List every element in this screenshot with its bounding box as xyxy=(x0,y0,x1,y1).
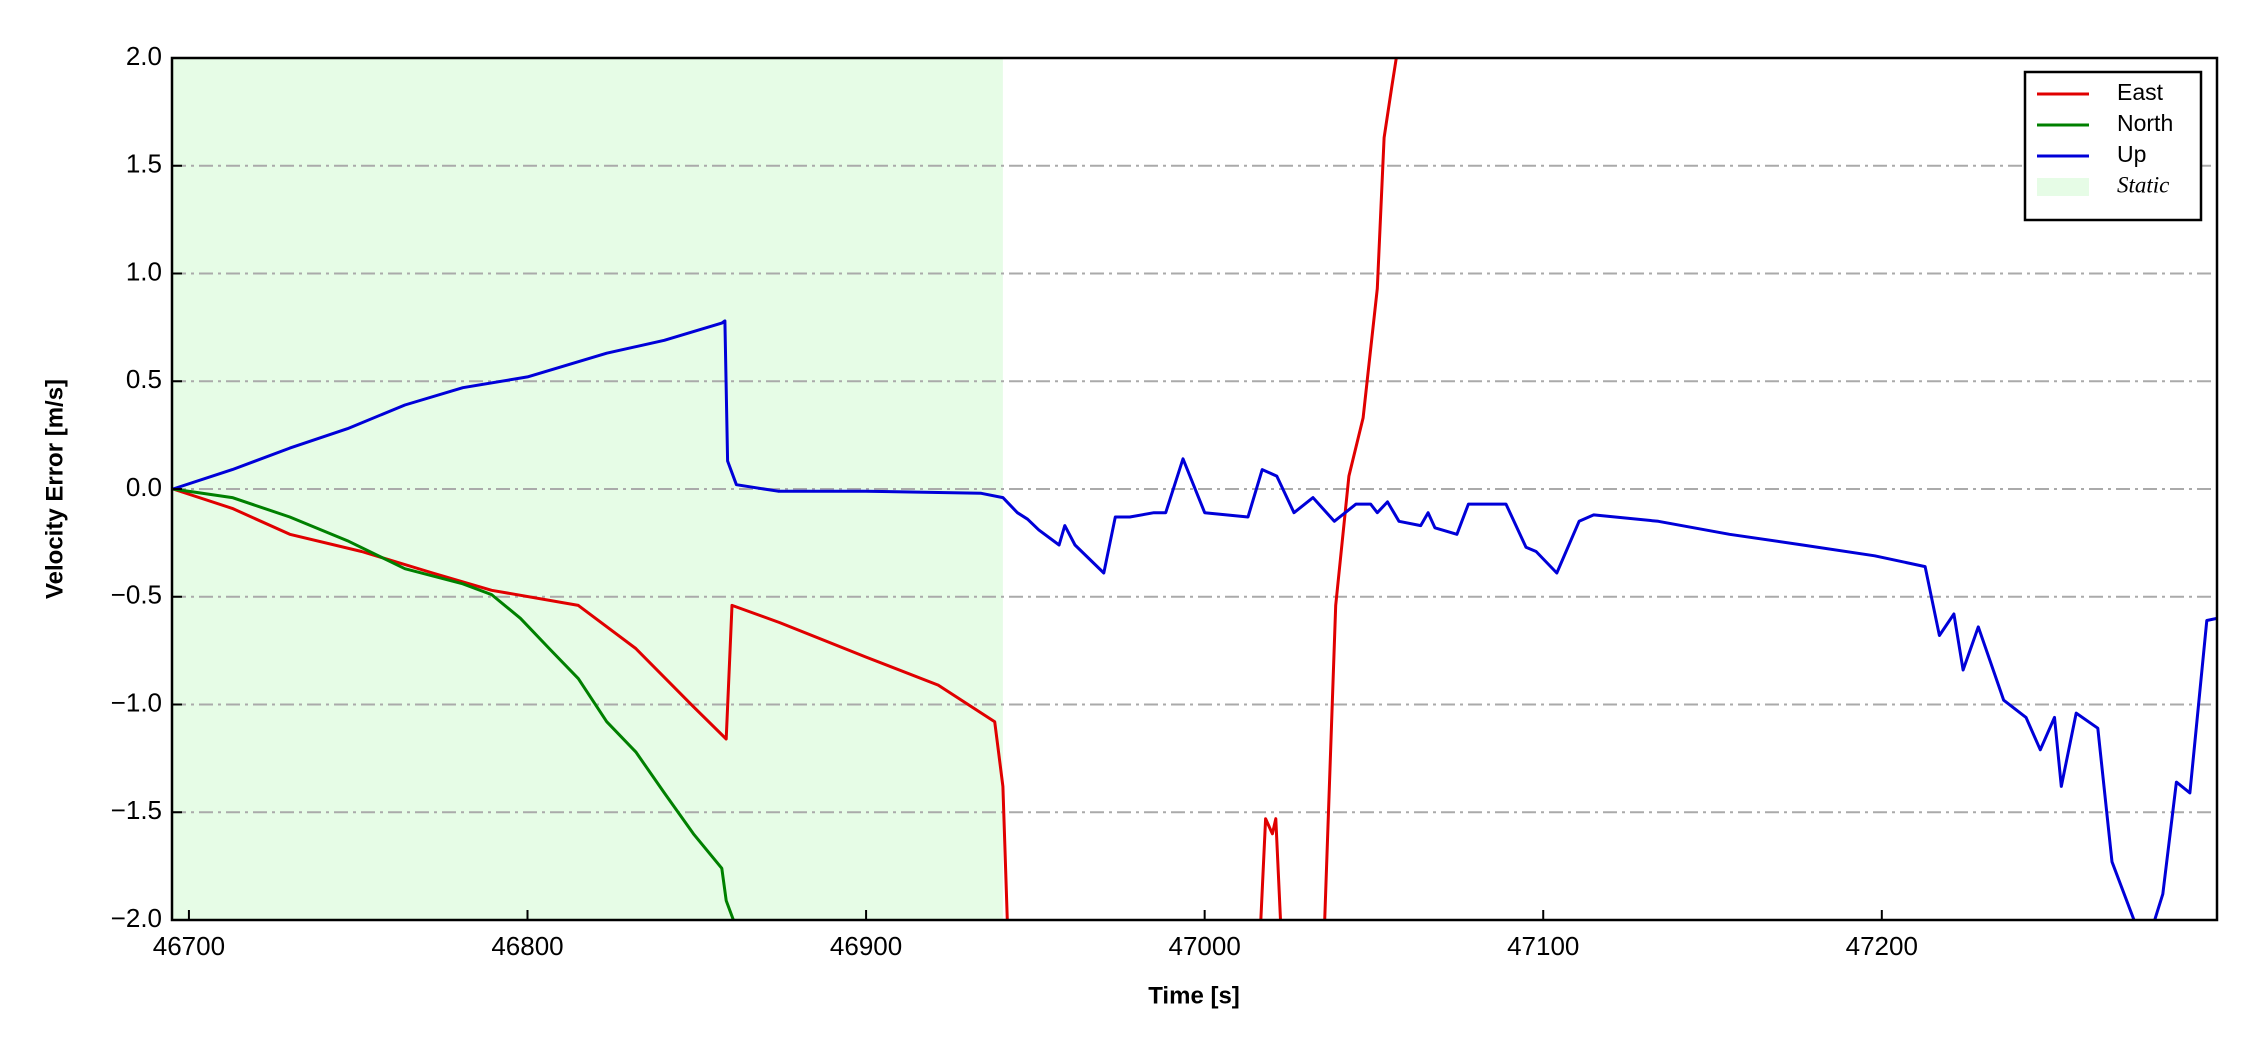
x-tick-label: 47000 xyxy=(1169,931,1241,961)
y-tick-label: 2.0 xyxy=(126,41,162,71)
y-tick-label: −2.0 xyxy=(111,903,162,933)
y-tick-label: −0.5 xyxy=(111,580,162,610)
series-line xyxy=(172,58,1398,920)
y-tick-label: 1.0 xyxy=(126,256,162,286)
x-tick-label: 47200 xyxy=(1846,931,1918,961)
x-tick-label: 46700 xyxy=(153,931,225,961)
legend-swatch xyxy=(2037,178,2089,196)
y-tick-label: 0.0 xyxy=(126,472,162,502)
legend-label: Up xyxy=(2117,141,2146,167)
legend-label: North xyxy=(2117,110,2173,136)
x-tick-label: 46900 xyxy=(830,931,902,961)
series-line xyxy=(172,319,2217,920)
y-tick-label: 0.5 xyxy=(126,364,162,394)
y-tick-label: −1.5 xyxy=(111,795,162,825)
legend-label: East xyxy=(2117,79,2164,105)
series-line xyxy=(172,487,735,920)
x-axis-label: Time [s] xyxy=(1148,982,1240,1009)
y-tick-label: 1.5 xyxy=(126,149,162,179)
legend-label: Static xyxy=(2117,172,2169,197)
y-tick-label: −1.0 xyxy=(111,687,162,717)
x-tick-label: 47100 xyxy=(1507,931,1579,961)
x-tick-label: 46800 xyxy=(491,931,563,961)
y-axis-label: Velocity Error [m/s] xyxy=(41,379,68,599)
